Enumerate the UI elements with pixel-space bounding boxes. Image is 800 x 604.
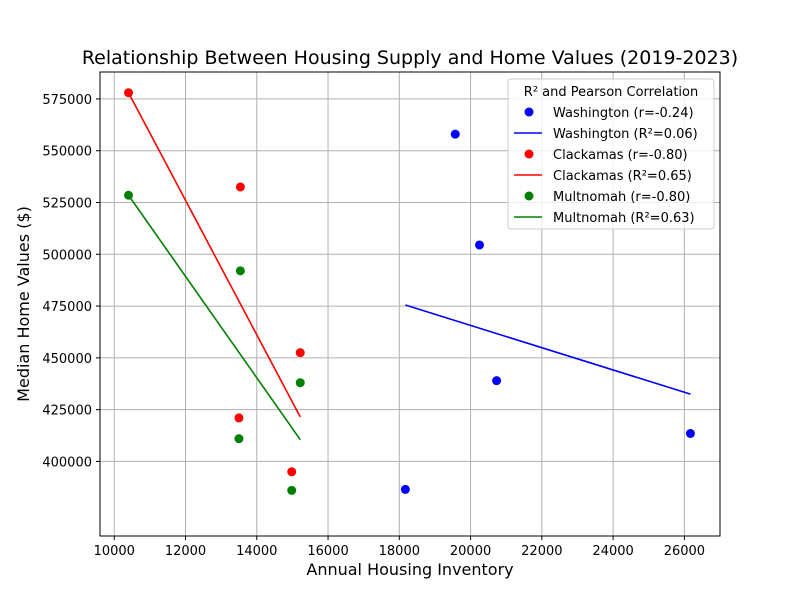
data-point <box>235 182 245 192</box>
fit-line <box>127 194 301 441</box>
fit-line <box>127 92 301 418</box>
legend-items: Washington (r=-0.24) Washington (R²=0.06)… <box>514 106 698 226</box>
fit-line <box>405 304 691 395</box>
legend: R² and Pearson Correlation Washington (r… <box>507 78 715 230</box>
data-point <box>287 485 297 495</box>
chart-title: Relationship Between Housing Supply and … <box>82 47 738 69</box>
legend-marker <box>524 191 534 201</box>
x-tick-label: 26000 <box>664 544 705 559</box>
fit-lines <box>127 92 691 441</box>
legend-label: Multnomah (r=-0.80) <box>553 190 690 205</box>
x-tick-label: 24000 <box>592 544 633 559</box>
x-tick-label: 18000 <box>379 544 420 559</box>
x-ticks: 10000 12000 14000 16000 18000 20000 22000 24000… <box>94 536 705 559</box>
data-point <box>124 190 134 200</box>
data-point <box>400 484 410 494</box>
y-tick-label: 525000 <box>42 197 92 212</box>
x-tick-label: 22000 <box>521 544 562 559</box>
data-point <box>450 129 460 139</box>
plot-frame <box>99 71 721 537</box>
legend-label: Washington (r=-0.24) <box>553 106 694 121</box>
x-tick-label: 12000 <box>165 544 206 559</box>
y-tick-label: 425000 <box>42 404 92 419</box>
y-axis-label: Median Home Values ($) <box>14 206 33 402</box>
y-tick-label: 450000 <box>42 352 92 367</box>
data-point <box>685 428 695 438</box>
x-tick-label: 10000 <box>94 544 135 559</box>
data-point <box>295 378 305 388</box>
legend-marker <box>524 149 534 159</box>
legend-box <box>507 78 715 230</box>
data-point <box>474 240 484 250</box>
data-point <box>295 348 305 358</box>
data-point <box>235 266 245 276</box>
x-tick-label: 14000 <box>236 544 277 559</box>
data-point <box>234 434 244 444</box>
x-tick-label: 16000 <box>307 544 348 559</box>
legend-label: Clackamas (R²=0.65) <box>553 169 692 184</box>
y-ticks: 400000 425000 450000 475000 500000 525000 5500… <box>42 93 100 470</box>
y-tick-label: 550000 <box>42 145 92 160</box>
y-tick-label: 575000 <box>42 93 92 108</box>
data-point <box>492 376 502 386</box>
legend-marker <box>524 107 534 117</box>
y-tick-label: 500000 <box>42 248 92 263</box>
data-point <box>234 413 244 423</box>
y-tick-label: 475000 <box>42 300 92 315</box>
legend-label: Clackamas (r=-0.80) <box>553 148 688 163</box>
data-points <box>124 88 695 495</box>
data-point <box>287 467 297 477</box>
legend-label: Washington (R²=0.06) <box>553 127 698 142</box>
legend-title: R² and Pearson Correlation <box>524 85 698 100</box>
y-tick-label: 400000 <box>42 455 92 470</box>
legend-label: Multnomah (R²=0.63) <box>553 211 695 226</box>
x-axis-label: Annual Housing Inventory <box>306 560 513 579</box>
x-tick-label: 20000 <box>450 544 491 559</box>
data-point <box>124 88 134 98</box>
